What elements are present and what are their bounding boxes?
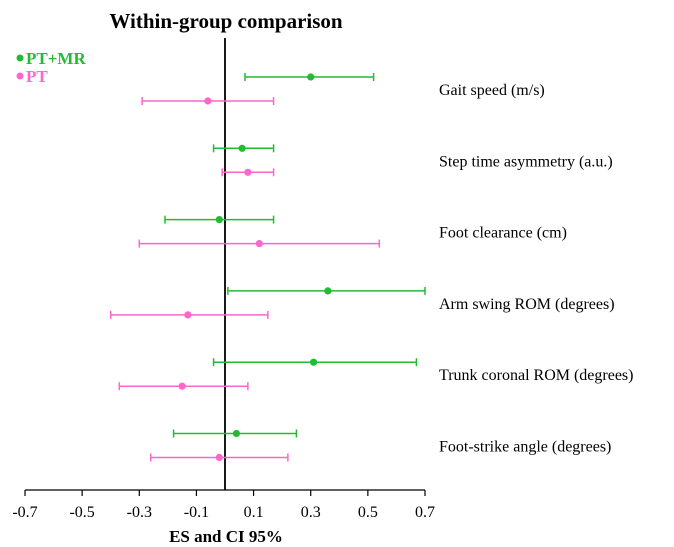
category-label: Arm swing ROM (degrees) [439,296,615,313]
point-pt [215,453,223,462]
point-pt [244,168,252,176]
x-tick-label: 0.1 [244,504,264,521]
category-label: Step time asymmetry (a.u.) [439,153,613,170]
point-pt [178,382,186,390]
category-label: Foot-strike angle (degrees) [439,439,611,456]
x-tick-label: -0.7 [12,504,37,521]
point-pt-mr [238,144,246,152]
point-pt-mr [324,287,332,295]
legend-marker-pt-mr [16,54,24,62]
x-tick-label: -0.3 [127,504,152,521]
legend-label-pt: PT [26,67,48,86]
legend: PT+MR PT [16,49,86,86]
point-pt [204,97,212,105]
x-tick-label: 0.3 [301,504,321,521]
point-pt-mr [232,429,241,438]
category-label: Gait speed (m/s) [439,82,545,99]
point-pt-mr [215,216,223,224]
point-pt [184,311,192,319]
x-tick-label: 0.5 [358,504,378,521]
plot-area: -0.7 -0.5 -0.3 -0.1 0.1 0.3 0.5 0.7 Gait speed (… [12,38,633,521]
point-pt [255,240,263,248]
chart-title: Within-group comparison [109,9,343,33]
legend-label-pt-mr: PT+MR [26,49,86,68]
point-pt-mr [309,358,318,366]
x-tick-label: 0.7 [415,504,435,521]
category-label: Foot clearance (cm) [439,225,567,242]
x-tick-label: -0.1 [184,504,209,521]
x-tick-label: -0.5 [69,504,94,521]
category-label: Trunk coronal ROM (degrees) [439,367,633,384]
x-axis-label: ES and CI 95% [169,527,283,546]
legend-marker-pt [16,72,24,80]
point-pt-mr [307,73,315,81]
